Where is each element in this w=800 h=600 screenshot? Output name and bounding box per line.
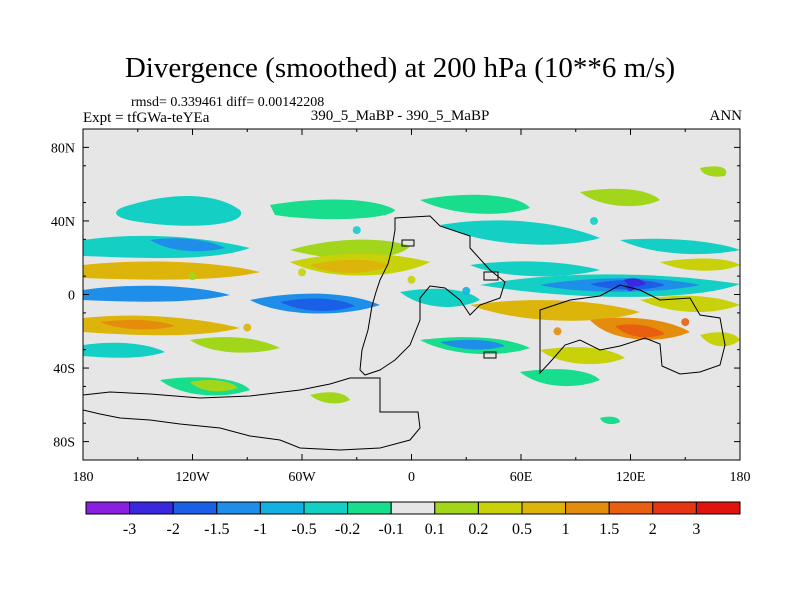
colorbar-label: -2 — [167, 521, 180, 538]
contour-band — [280, 298, 355, 311]
coastline-island — [483, 351, 497, 359]
contour-band — [540, 347, 625, 365]
colorbar-label: 0.2 — [468, 521, 488, 538]
feature-center — [188, 272, 197, 281]
coastline-island — [483, 271, 499, 281]
contour-band — [83, 261, 260, 280]
contour-band — [150, 238, 225, 252]
colorbar-label: 1.5 — [599, 521, 619, 538]
colorbar-label: 3 — [692, 521, 700, 538]
contour-band — [620, 238, 740, 255]
feature-center — [243, 323, 252, 332]
colorbar-swatch — [390, 501, 436, 515]
contour-band — [700, 332, 740, 347]
colorbar-label: -0.1 — [379, 521, 404, 538]
y-tick-label: 40N — [51, 215, 75, 230]
contour-band — [470, 300, 640, 321]
contour-band — [190, 337, 280, 353]
colorbar-label: -0.5 — [291, 521, 316, 538]
feature-center — [352, 226, 361, 235]
colorbar-label: 2 — [649, 521, 657, 538]
contour-band — [290, 239, 410, 259]
contour-band — [440, 339, 505, 350]
contour-band — [470, 261, 600, 277]
contour-band — [190, 380, 238, 392]
contour-band — [83, 342, 165, 358]
colorbar-swatch — [172, 501, 218, 515]
chart-title: Divergence (smoothed) at 200 hPa (10**6 … — [124, 52, 676, 84]
colorbar-swatch — [565, 501, 610, 515]
colorbar-swatch — [347, 501, 392, 515]
feature-center — [590, 216, 598, 225]
contour-band — [600, 416, 620, 425]
contour-band — [310, 392, 350, 404]
case-label: 390_5_MaBP - 390_5_MaBP — [310, 108, 490, 124]
coastline-americas — [359, 215, 506, 376]
colorbar-swatch — [695, 501, 741, 515]
experiment-label: Expt = tfGWa-teYEa — [83, 110, 210, 126]
y-tick-label: 80S — [53, 436, 75, 451]
feature-center — [298, 268, 306, 277]
contour-band — [440, 220, 600, 245]
colorbar-label: 1 — [562, 521, 570, 538]
x-tick-label: 60W — [288, 470, 316, 485]
colorbar-swatch — [85, 501, 131, 515]
x-tick-label: 120W — [175, 470, 210, 485]
x-tick-label: 0 — [408, 470, 415, 485]
coastline-south — [83, 377, 421, 451]
coastline-africa-eurasia — [539, 284, 726, 375]
contour-band — [270, 199, 395, 220]
feature-center — [681, 318, 690, 327]
feature-center — [407, 275, 416, 284]
coastlines — [83, 215, 726, 451]
colorbar-label: 0.1 — [425, 521, 445, 538]
divergence-field — [83, 166, 740, 425]
contour-band — [615, 324, 665, 338]
axis-ticks — [82, 128, 741, 461]
colorbar-swatch — [521, 501, 567, 515]
x-tick-label: 120E — [616, 470, 646, 485]
feature-center — [553, 327, 562, 336]
colorbar-label: -1 — [254, 521, 267, 538]
colorbar-label: -3 — [123, 521, 136, 538]
x-tick-label: 180 — [730, 470, 751, 485]
y-tick-label: 40S — [53, 362, 75, 377]
colorbar-label: -0.2 — [335, 521, 360, 538]
contour-band — [420, 194, 530, 214]
x-tick-label: 60E — [510, 470, 533, 485]
feature-center — [462, 286, 471, 295]
contour-band — [660, 258, 740, 271]
colorbar-label: -1.5 — [204, 521, 229, 538]
season-label: ANN — [709, 108, 743, 124]
colorbar-swatch — [608, 501, 654, 515]
colorbar-swatch — [216, 501, 261, 515]
colorbar-swatch — [434, 501, 479, 515]
x-tick-label: 180 — [73, 470, 94, 485]
contour-band — [700, 166, 727, 177]
contour-band — [580, 188, 660, 207]
y-tick-label: 0 — [68, 289, 75, 304]
colorbar-swatch — [303, 501, 349, 515]
colorbar-swatch — [129, 501, 174, 515]
colorbar-swatch — [477, 501, 523, 515]
contour-band — [83, 285, 230, 302]
axis-tick-labels: 180 120W 60W 0 60E 120E 180 80N 40N 0 40S 80S — [51, 141, 751, 485]
colorbar-label: 0.5 — [512, 521, 532, 538]
contour-band — [310, 259, 390, 273]
coastline-island — [401, 239, 415, 247]
colorbar-swatch — [259, 501, 305, 515]
stats-label: rmsd= 0.339461 diff= 0.00142208 — [131, 95, 325, 110]
colorbar-swatch — [652, 501, 697, 515]
contour-band — [100, 319, 175, 330]
contour-band — [116, 195, 242, 226]
y-tick-label: 80N — [51, 141, 75, 156]
colorbar: -3 -2 -1.5 -1 -0.5 -0.2 -0.1 0.1 0.2 0.5 1 1.5 2 3 — [85, 501, 741, 538]
